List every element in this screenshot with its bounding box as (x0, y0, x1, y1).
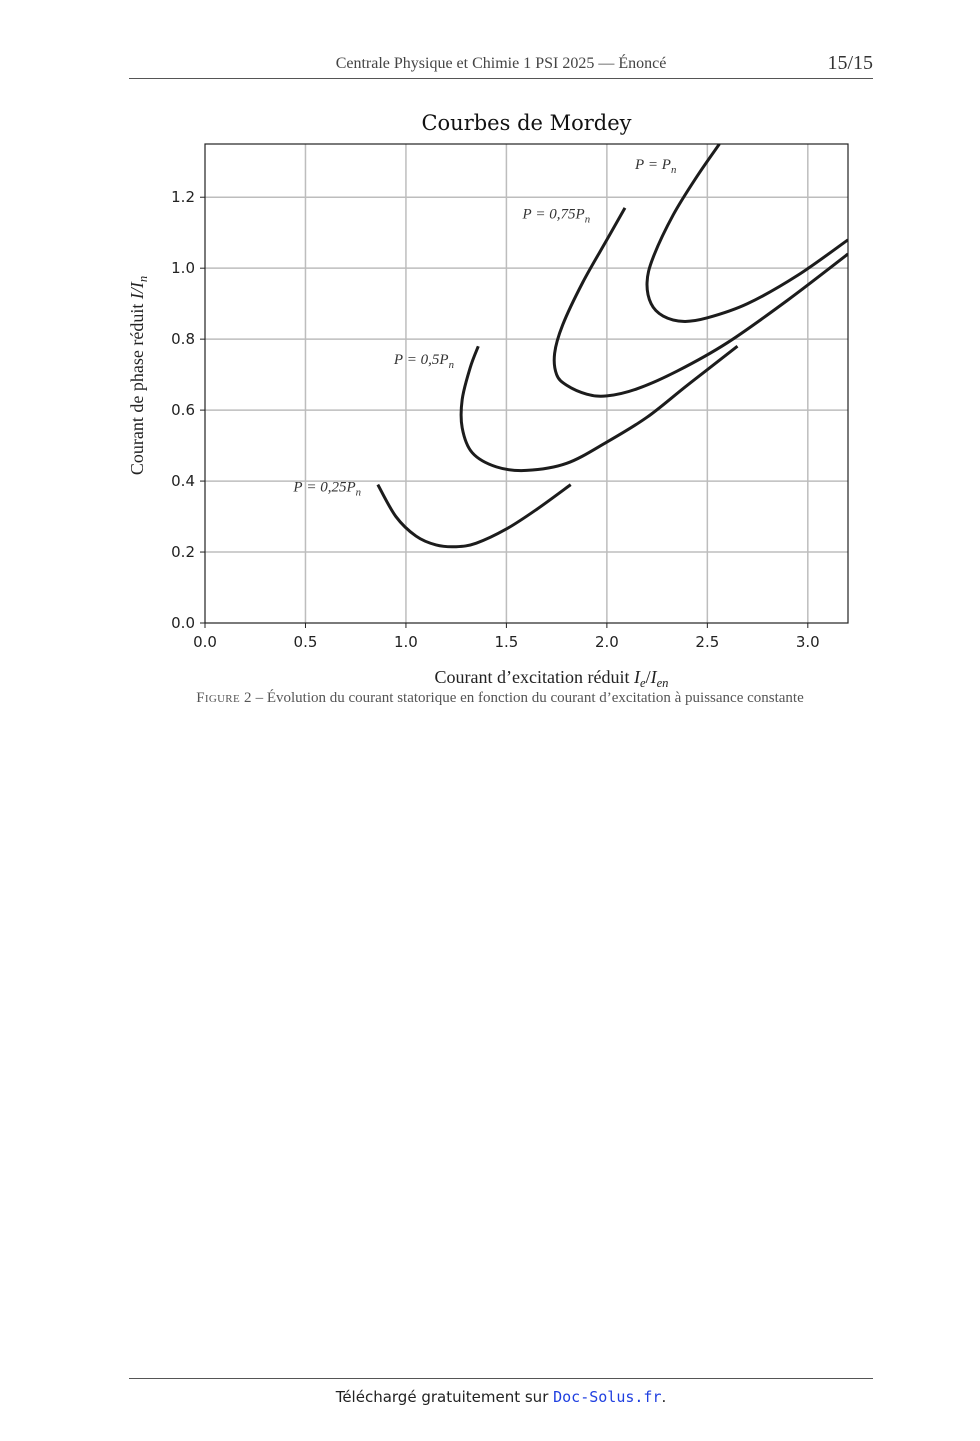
series-curve-3 (552, 207, 848, 398)
x-tick-label: 1.5 (494, 633, 518, 651)
plot-frame (204, 143, 849, 624)
y-tick-label: 0.0 (171, 614, 195, 632)
x-tick-label: 3.0 (796, 633, 820, 651)
series-curve-1 (376, 483, 572, 549)
curve-label-3: P = 0,75Pn​ (521, 207, 590, 226)
x-tick-label: 0.5 (294, 633, 318, 651)
y-tick-label: 1.2 (171, 188, 195, 206)
caption-text: Évolution du courant statorique en fonct… (266, 690, 804, 706)
x-tick-label: 2.0 (595, 633, 619, 651)
y-tick-label: 0.4 (171, 472, 195, 490)
footer-line: Téléchargé gratuitement sur Doc-Solus.fr… (129, 1388, 873, 1406)
series-curve-2 (459, 345, 739, 473)
y-tick-label: 1.0 (171, 259, 195, 277)
page-header: Centrale Physique et Chimie 1 PSI 2025 —… (129, 52, 873, 79)
series-curve-4 (645, 144, 848, 323)
footer-text: Téléchargé gratuitement sur (335, 1388, 554, 1406)
y-tick-label: 0.2 (171, 543, 195, 561)
page-number: 15/15 (827, 52, 873, 74)
footer-end: . (661, 1388, 667, 1406)
page-footer: Téléchargé gratuitement sur Doc-Solus.fr… (129, 1378, 873, 1406)
y-tick-label: 0.6 (171, 401, 195, 419)
figure-caption: Figure 2 – Évolution du courant statoriq… (120, 690, 880, 707)
curve-label-4: P = Pn​ (634, 157, 676, 176)
x-tick-label: 1.0 (394, 633, 418, 651)
curve-label-1: P = 0,25Pn​ (292, 480, 361, 499)
x-axis-label: Courant d’excitation réduit Ie/Ien (435, 667, 669, 690)
y-tick-label: 0.8 (171, 330, 195, 348)
curve-label-2: P = 0,5Pn​ (393, 352, 454, 371)
chart-title: Courbes de Mordey (421, 111, 631, 135)
x-tick-label: 0.0 (193, 633, 217, 651)
y-axis-label: Courant de phase réduit I/In (127, 276, 150, 475)
caption-separator: – (251, 690, 267, 706)
figure-label: Figure 2 (196, 690, 252, 706)
doc-solus-link[interactable]: Doc-Solus.fr (553, 1388, 662, 1406)
mordey-chart: 0.0 0.5 1.0 1.5 2.0 2.5 3.0 0.0 0.2 0.4 0.6 0.8 1.0 1… (127, 111, 849, 690)
x-tick-label: 2.5 (695, 633, 719, 651)
header-title: Centrale Physique et Chimie 1 PSI 2025 —… (335, 55, 667, 72)
